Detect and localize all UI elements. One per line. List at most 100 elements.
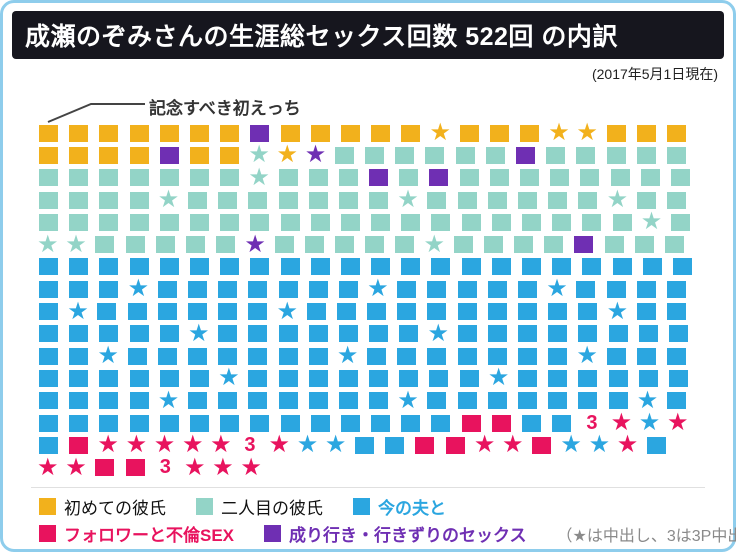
blue-square-icon [668, 369, 688, 387]
teal-square-icon [634, 236, 654, 254]
teal-square-icon [670, 169, 690, 187]
teal-square-cell [670, 167, 701, 189]
blue-square-cell [69, 278, 99, 300]
teal-square-cell [640, 167, 671, 189]
teal-square-cell [187, 189, 218, 211]
yellow-square-icon [371, 124, 391, 142]
blue-square-icon [248, 369, 268, 387]
yellow-square-icon [401, 124, 421, 142]
blue-square-icon [576, 280, 596, 298]
blue-square-icon [548, 325, 568, 343]
blue-square-icon [69, 392, 89, 410]
blue-square-icon [518, 325, 537, 343]
blue-square-cell [39, 412, 69, 434]
blue-star-icon: ★ [427, 319, 449, 347]
teal-square-cell [636, 189, 667, 211]
blue-square-icon [487, 280, 507, 298]
blue-square-cell [69, 367, 99, 389]
teal-square-cell [220, 167, 250, 189]
blue-square-icon [399, 369, 419, 387]
yellow-square-cell [189, 144, 220, 166]
pink-star-icon: ★ [666, 409, 689, 436]
blue-square-cell [99, 256, 129, 278]
blue-square-cell [606, 345, 637, 367]
teal-square-cell [544, 233, 574, 255]
teal-square-icon [39, 213, 58, 231]
teal-square-icon [604, 236, 624, 254]
blue-square-cell [248, 278, 278, 300]
yellow-legend-square-icon [39, 498, 56, 515]
yellow-square-cell [636, 122, 667, 144]
blue-square-icon [187, 392, 207, 410]
blue-square-icon [280, 258, 300, 276]
purple-square-icon [369, 169, 389, 187]
teal-star-icon: ★ [248, 163, 270, 191]
blue-square-cell [672, 256, 703, 278]
blue-square-icon [308, 347, 328, 365]
teal-square-icon [39, 191, 58, 209]
blue-square-cell [578, 390, 608, 412]
yellow-square-cell [189, 122, 220, 144]
blue-square-icon [397, 280, 417, 298]
teal-square-icon [485, 146, 505, 164]
grid-row: ★ ★ [39, 319, 703, 347]
legend-label: 成り行き・行きずりのセックス [289, 526, 527, 545]
pink-star-icon: ★ [125, 431, 148, 459]
blue-square-cell [371, 256, 401, 278]
teal-square-cell [185, 233, 216, 255]
blue-square-cell [159, 256, 190, 278]
teal-square-icon [401, 213, 421, 231]
blue-star-icon: ★ [588, 431, 611, 459]
blue-square-cell [608, 367, 639, 389]
blue-square-cell [666, 278, 697, 300]
teal-square-icon [189, 213, 209, 231]
blue-square-icon [457, 392, 477, 410]
teal-square-cell [520, 167, 550, 189]
blue-square-cell [129, 412, 160, 434]
blue-square-cell [487, 345, 518, 367]
teal-square-cell [546, 144, 576, 166]
blue-square-icon [248, 280, 268, 298]
teal-square-icon [69, 169, 89, 187]
teal-square-cell [612, 211, 643, 233]
blue-square-cell [340, 256, 371, 278]
yellow-square-cell [220, 144, 250, 166]
blue-square-icon [636, 303, 656, 321]
teal-square-cell [552, 211, 582, 233]
grid-row: ★ ★ ★ [39, 343, 703, 368]
teal-square-cell [518, 189, 548, 211]
teal-square-icon [489, 169, 509, 187]
blue-square-icon [248, 392, 268, 410]
blue-square-cell [487, 390, 518, 412]
blue-square-cell [367, 345, 397, 367]
blue-square-cell [338, 278, 369, 300]
blue-square-icon [578, 369, 598, 387]
blue-square-cell [39, 256, 69, 278]
yellow-square-icon [39, 146, 58, 164]
pink-star-icon: ★ [240, 453, 262, 481]
blue-square-cell [666, 345, 697, 367]
blue-square-icon [427, 303, 447, 321]
blue-square-cell [487, 323, 518, 345]
teal-square-icon [455, 146, 475, 164]
teal-square-icon [546, 146, 566, 164]
teal-square-icon [338, 169, 358, 187]
blue-square-icon [187, 347, 207, 365]
blue-square-cell [338, 390, 369, 412]
teal-square-cell [189, 167, 220, 189]
teal-square-icon [552, 213, 572, 231]
blue-square-icon [578, 392, 598, 410]
yellow-star-icon: ★ [576, 119, 598, 147]
blue-square-cell [459, 367, 490, 389]
blue-square-icon [39, 414, 58, 432]
blue-square-icon [385, 436, 405, 454]
blue-square-icon [608, 392, 628, 410]
teal-square-cell [371, 211, 401, 233]
teal-square-icon [216, 236, 236, 254]
blue-square-cell [668, 367, 699, 389]
blue-square-cell [397, 345, 427, 367]
blue-square-cell [129, 390, 160, 412]
blue-square-cell [278, 323, 309, 345]
blue-square-icon [606, 280, 626, 298]
blue-square-icon [518, 369, 537, 387]
